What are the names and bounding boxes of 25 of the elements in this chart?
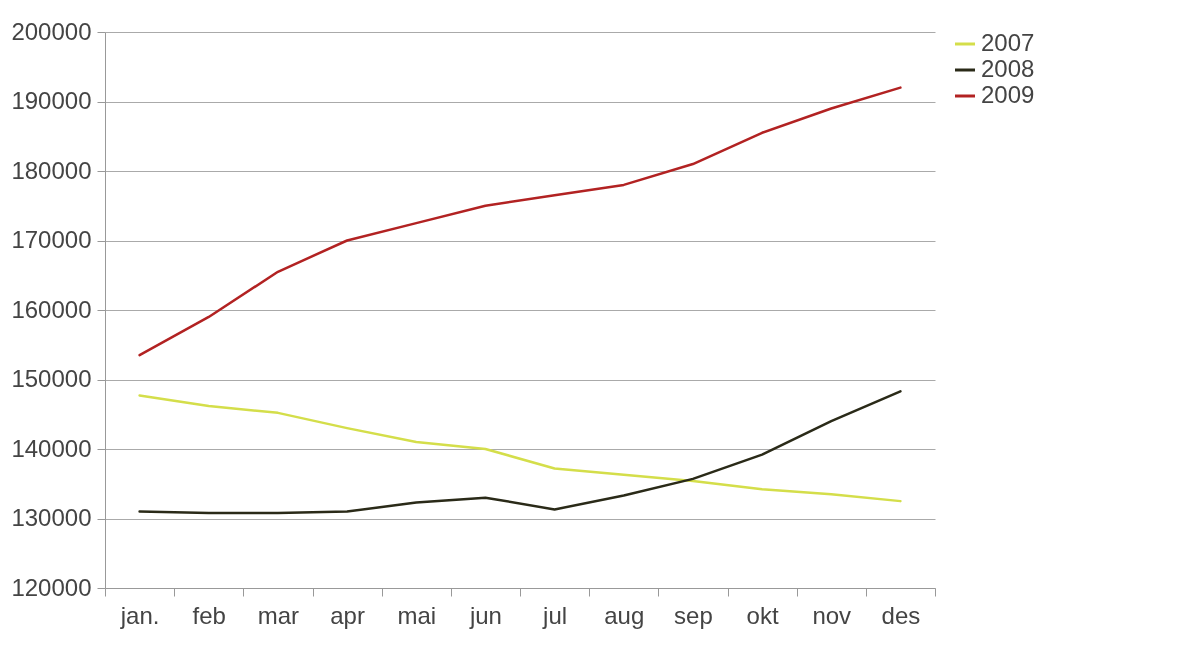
y-tick-label: 140000: [11, 434, 92, 462]
y-tick-label: 200000: [11, 17, 92, 45]
x-tick-label: jan.: [119, 601, 160, 629]
x-tick-label: jun: [468, 601, 502, 629]
x-tick-label: okt: [746, 601, 779, 629]
y-tick-label: 190000: [11, 87, 92, 114]
y-tick-label: 120000: [11, 573, 92, 601]
x-tick-label: sep: [674, 601, 713, 629]
legend-label: 2008: [981, 55, 1035, 82]
x-tick-label: des: [881, 601, 921, 629]
x-tick-label: feb: [192, 601, 226, 629]
legend-label: 2007: [981, 29, 1035, 56]
y-tick-label: 160000: [11, 295, 92, 323]
x-tick-label: jul: [542, 601, 568, 629]
y-tick-label: 180000: [11, 156, 92, 184]
x-tick-label: apr: [330, 601, 365, 629]
x-tick-label: nov: [812, 601, 852, 629]
legend-label: 2009: [981, 81, 1035, 108]
x-tick-label: mai: [397, 601, 437, 629]
x-tick-label: aug: [604, 601, 645, 629]
x-tick-label: mar: [257, 601, 300, 629]
y-tick-label: 150000: [11, 365, 92, 392]
y-tick-label: 170000: [11, 226, 92, 253]
y-tick-label: 130000: [11, 504, 92, 531]
line-series: [138, 86, 902, 357]
